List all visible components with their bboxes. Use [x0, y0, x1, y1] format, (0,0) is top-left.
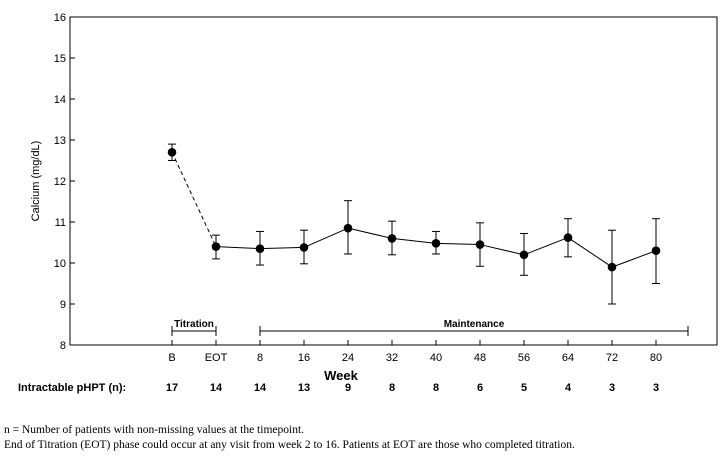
x-tick-label: 64 [562, 352, 574, 364]
n-row-value: 17 [166, 382, 178, 394]
footnote-n-definition: n = Number of patients with non-missing … [4, 424, 305, 436]
series-segment [259, 246, 305, 250]
data-point [343, 223, 353, 233]
data-point [167, 148, 177, 157]
data-point [607, 262, 617, 272]
series-segment [391, 237, 437, 244]
n-row-value: 6 [477, 382, 483, 394]
footnote-eot-definition: End of Titration (EOT) phase could occur… [4, 439, 575, 451]
y-tick-label: 12 [54, 176, 66, 188]
n-row-value: 3 [609, 382, 615, 394]
series-segment [523, 237, 569, 256]
y-tick-label: 14 [54, 94, 66, 106]
y-tick-label: 8 [60, 340, 66, 352]
series-segment [347, 227, 393, 239]
n-row-value: 8 [433, 382, 439, 394]
y-tick-label: 9 [60, 299, 66, 311]
series-segment [567, 237, 613, 268]
series-segment [611, 250, 657, 268]
n-row-value: 5 [521, 382, 527, 394]
x-tick-label: EOT [205, 352, 228, 364]
titration-label: Titration [174, 319, 214, 330]
y-tick-label: 13 [54, 135, 66, 147]
data-point [563, 233, 573, 242]
n-row-value: 8 [389, 382, 395, 394]
data-point [255, 244, 265, 253]
x-tick-label: 24 [342, 352, 354, 364]
data-point [299, 243, 309, 252]
y-axis-label: Calcium (mg/dL) [30, 141, 42, 222]
x-axis-label: Week [324, 368, 358, 383]
x-tick-label: 48 [474, 352, 486, 364]
data-point [431, 239, 441, 248]
series-segment-dashed [171, 152, 217, 247]
y-tick-label: 15 [54, 53, 66, 65]
data-point [651, 246, 661, 255]
n-row-value: 4 [565, 382, 572, 394]
n-row-value: 9 [345, 382, 351, 394]
n-row-value: 13 [298, 382, 310, 394]
n-row-value: 14 [210, 382, 223, 394]
series-segment [215, 246, 261, 250]
n-row-label: Intractable pHPT (n): [18, 382, 126, 394]
plot-frame [69, 16, 718, 346]
data-point [211, 242, 221, 251]
series-segment [303, 227, 349, 248]
x-tick-label: 72 [606, 352, 618, 364]
x-tick-label: B [168, 352, 175, 364]
y-tick-label: 16 [54, 12, 66, 24]
data-point [387, 234, 397, 243]
x-tick-label: 56 [518, 352, 530, 364]
x-tick-label: 40 [430, 352, 442, 364]
data-point [475, 240, 485, 249]
y-tick-label: 10 [54, 258, 66, 270]
x-tick-label: 8 [257, 352, 263, 364]
data-point [519, 250, 529, 260]
series-segment [479, 244, 525, 256]
y-tick-label: 11 [55, 217, 66, 229]
maintenance-label: Maintenance [444, 319, 505, 330]
calcium-line-chart: 8 9 10 11 12 13 14 15 16 Calcium (mg/dL) B EOT 8 16 24… [18, 12, 718, 394]
series-segment [435, 242, 481, 246]
x-tick-label: 80 [650, 352, 662, 364]
x-tick-label: 32 [386, 352, 398, 364]
n-row-value: 14 [254, 382, 267, 394]
x-tick-label: 16 [298, 352, 310, 364]
n-row-value: 3 [653, 382, 659, 394]
